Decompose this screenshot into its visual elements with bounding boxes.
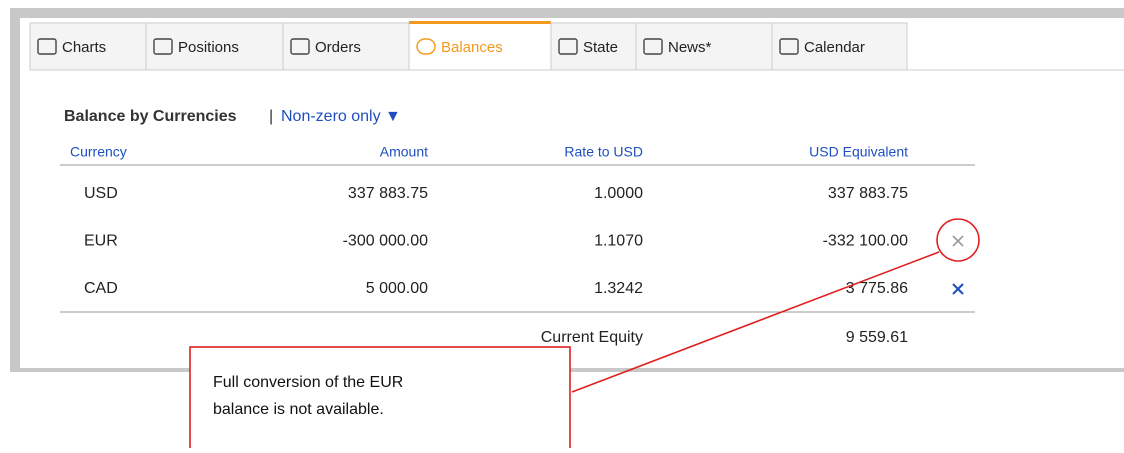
currency-cell: EUR: [84, 233, 118, 250]
tab-icon: [779, 38, 799, 55]
cell: -332 100.00: [823, 233, 909, 250]
column-header: USD Equivalent: [809, 144, 908, 160]
tab-icon: [37, 38, 57, 55]
remove-icon[interactable]: [952, 283, 964, 295]
currency-cell: USD: [84, 185, 118, 202]
column-header: Currency: [70, 144, 127, 160]
column-header: Rate to USD: [564, 144, 643, 160]
tab[interactable]: [29, 22, 147, 71]
cell: 1.1070: [594, 233, 643, 250]
footer-label: Current Equity: [541, 329, 643, 346]
tab[interactable]: [145, 22, 284, 71]
footer-value: 9 559.61: [846, 329, 908, 346]
cell: 3 775.86: [846, 280, 908, 297]
callout-text: balance is not available.: [213, 401, 384, 418]
active-indicator: [409, 21, 551, 24]
highlight-circle: [936, 218, 980, 262]
section-title: Balance by Currencies: [64, 108, 237, 125]
separator: |: [269, 108, 273, 125]
callout-line: [571, 251, 940, 393]
tab-icon: [416, 38, 436, 55]
tab-icon: [153, 38, 173, 55]
cell: 337 883.75: [828, 185, 908, 202]
cell: 5 000.00: [366, 280, 428, 297]
tab-label[interactable]: Positions: [178, 39, 239, 56]
cell: 1.3242: [594, 280, 643, 297]
balance-table: Currency Amount Rate to USD USD Equivalent U…: [70, 144, 908, 298]
tab-bar: Charts Positions Orders Balances State News* C…: [29, 21, 908, 71]
tab-label[interactable]: News*: [668, 39, 712, 56]
tab-label[interactable]: Calendar: [804, 39, 865, 56]
callout-text: Full conversion of the EUR: [213, 374, 403, 391]
panel: [20, 18, 1124, 368]
callout-box: [189, 346, 571, 453]
tab-label[interactable]: Charts: [62, 39, 106, 56]
tab[interactable]: [550, 22, 637, 71]
remove-icon-disabled: [952, 235, 964, 247]
cell: -300 000.00: [343, 233, 429, 250]
cell: 337 883.75: [348, 185, 428, 202]
tab-label[interactable]: Balances: [441, 39, 503, 56]
currency-cell: CAD: [84, 280, 118, 297]
cell: 1.0000: [594, 185, 643, 202]
tab-icon: [290, 38, 310, 55]
column-header: Amount: [380, 144, 428, 160]
tab[interactable]: [771, 22, 908, 71]
tab-label[interactable]: Orders: [315, 39, 361, 56]
filter-dropdown[interactable]: Non-zero only ▼: [281, 108, 401, 125]
tab[interactable]: [408, 22, 552, 71]
tab-label[interactable]: State: [583, 39, 618, 56]
tab-icon: [558, 38, 578, 55]
tab-icon: [643, 38, 663, 55]
